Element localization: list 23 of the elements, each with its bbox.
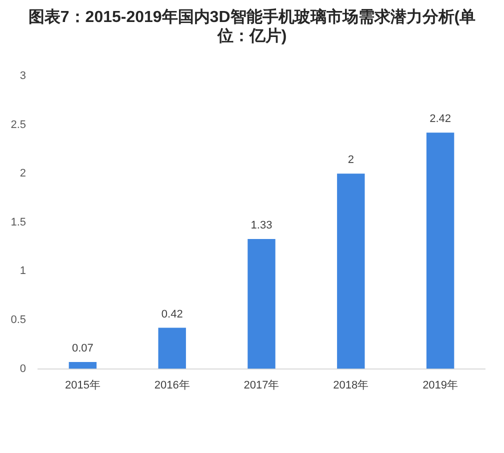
data-label: 1.33: [250, 220, 272, 232]
data-label: 0.42: [161, 308, 183, 320]
bar: [426, 132, 454, 369]
x-tick-label: 2015年: [64, 379, 100, 392]
bar: [337, 174, 365, 369]
y-tick-label: 0.5: [10, 314, 26, 326]
x-tick-label: 2018年: [333, 379, 369, 392]
data-label: 2.42: [430, 113, 452, 126]
y-tick-label: 2.5: [10, 118, 26, 131]
y-tick-label: 2: [20, 168, 26, 180]
x-tick-label: 2016年: [154, 379, 190, 392]
bar: [248, 238, 276, 369]
chart-title: 图表7：2015-2019年国内3D智能手机玻璃市场需求潜力分析(单位：亿片): [27, 8, 477, 46]
x-tick-label: 2017年: [244, 379, 280, 392]
data-label: 2: [348, 154, 354, 166]
y-tick-label: 0: [20, 362, 26, 375]
y-tick-label: 1: [20, 265, 26, 278]
data-label: 0.07: [72, 342, 94, 354]
x-tick-label: 2019年: [422, 379, 458, 392]
y-tick-label: 3: [20, 70, 26, 82]
bar: [68, 362, 97, 369]
bar: [158, 328, 186, 369]
y-tick-label: 1.5: [10, 216, 26, 228]
